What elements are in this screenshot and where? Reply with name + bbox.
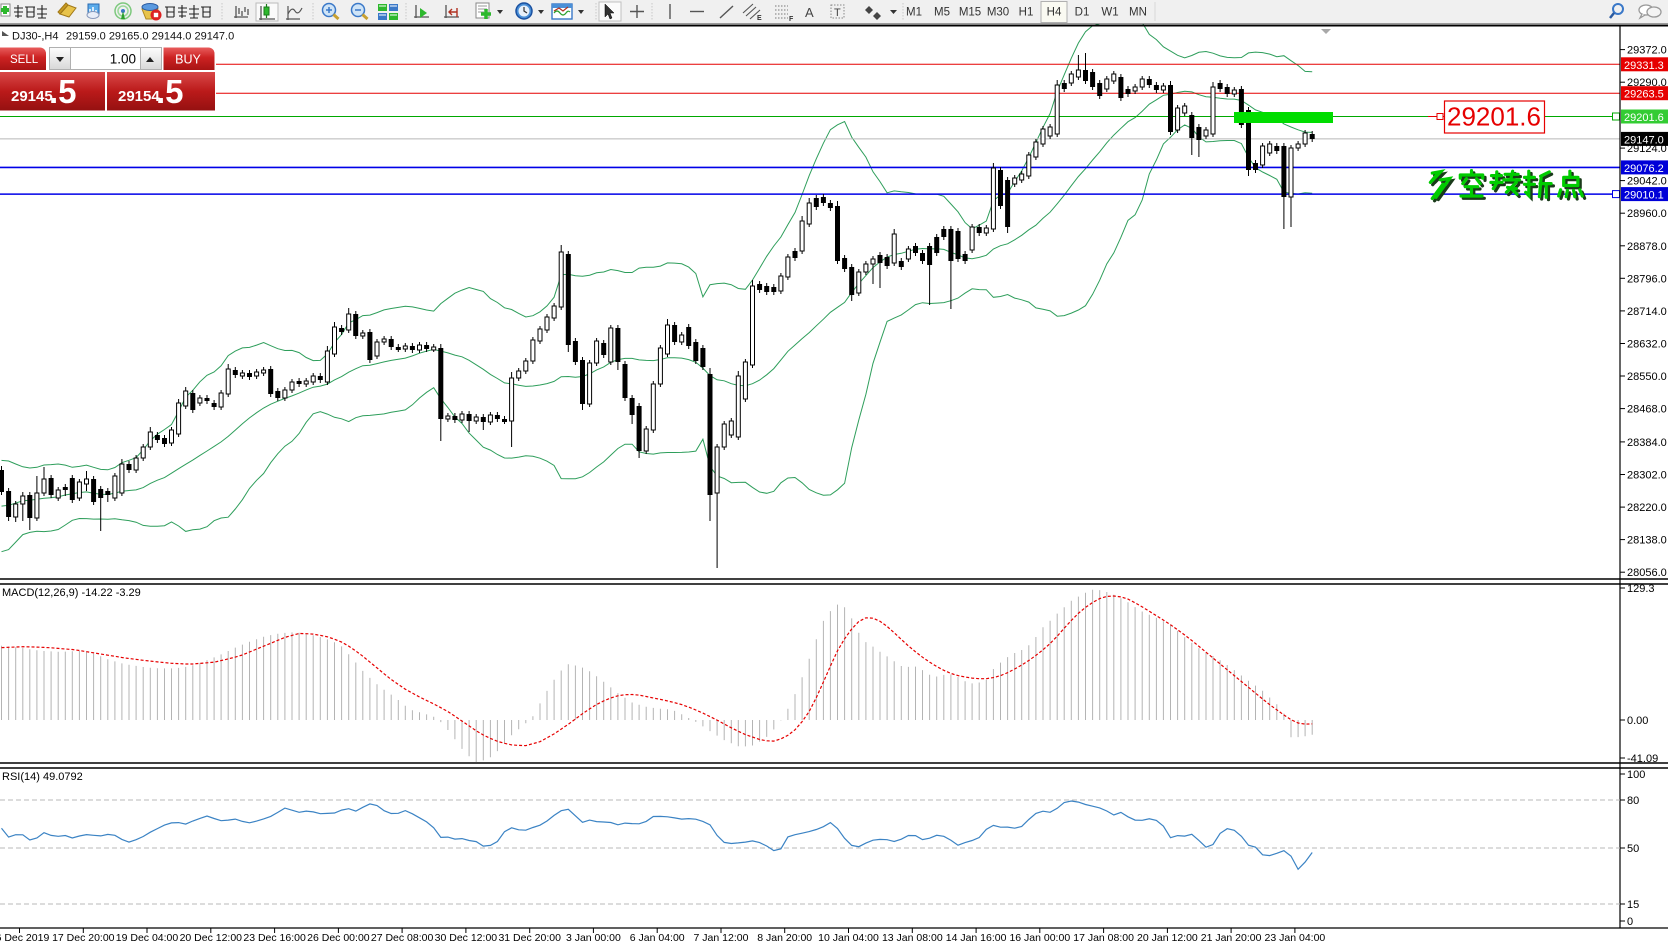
svg-text:29331.3: 29331.3: [1624, 60, 1664, 72]
svg-text:29147.0: 29147.0: [1624, 134, 1664, 146]
svg-text:M1: M1: [906, 7, 922, 19]
svg-text:-41.09: -41.09: [1627, 753, 1658, 765]
svg-text:29154: 29154: [118, 88, 160, 105]
svg-text:A: A: [805, 5, 814, 20]
svg-text:16 Jan 00:00: 16 Jan 00:00: [1009, 932, 1070, 944]
svg-text:.5: .5: [49, 73, 77, 110]
svg-text:28550.0: 28550.0: [1627, 371, 1667, 383]
svg-text:30 Dec 12:00: 30 Dec 12:00: [435, 932, 498, 944]
svg-text:M5: M5: [934, 7, 950, 19]
svg-text:19 Dec 04:00: 19 Dec 04:00: [116, 932, 179, 944]
svg-text:F: F: [789, 16, 794, 23]
svg-text:6 Jan 04:00: 6 Jan 04:00: [630, 932, 685, 944]
svg-text:17 Dec 20:00: 17 Dec 20:00: [52, 932, 115, 944]
svg-text:28468.0: 28468.0: [1627, 404, 1667, 416]
svg-text:SELL: SELL: [10, 54, 39, 66]
svg-text:26 Dec 00:00: 26 Dec 00:00: [307, 932, 370, 944]
svg-text:29042.0: 29042.0: [1627, 176, 1667, 188]
svg-text:28138.0: 28138.0: [1627, 535, 1667, 547]
svg-text:8 Jan 20:00: 8 Jan 20:00: [757, 932, 812, 944]
svg-text:H1: H1: [1019, 7, 1034, 19]
svg-text:E: E: [757, 15, 762, 22]
svg-text:80: 80: [1627, 795, 1639, 807]
svg-text:29010.1: 29010.1: [1624, 190, 1664, 202]
svg-text:28714.0: 28714.0: [1627, 306, 1667, 318]
svg-text:MACD(12,26,9) -14.22 -3.29: MACD(12,26,9) -14.22 -3.29: [2, 587, 141, 599]
svg-text:D1: D1: [1075, 7, 1090, 19]
svg-text:29124.0: 29124.0: [1627, 143, 1667, 155]
svg-text:29201.6: 29201.6: [1624, 112, 1664, 124]
svg-text:M30: M30: [987, 7, 1009, 19]
svg-text:129.3: 129.3: [1627, 583, 1655, 595]
svg-text:W1: W1: [1101, 7, 1118, 19]
svg-text:17 Jan 08:00: 17 Jan 08:00: [1073, 932, 1134, 944]
svg-text:1.00: 1.00: [110, 52, 136, 67]
svg-text:100: 100: [1627, 769, 1645, 781]
svg-text:29263.5: 29263.5: [1624, 89, 1664, 101]
svg-text:50: 50: [1627, 843, 1639, 855]
svg-text:23 Dec 16:00: 23 Dec 16:00: [243, 932, 306, 944]
svg-text:20 Dec 12:00: 20 Dec 12:00: [180, 932, 243, 944]
svg-text:T: T: [834, 7, 841, 19]
svg-text:28960.0: 28960.0: [1627, 208, 1667, 220]
svg-text:28796.0: 28796.0: [1627, 273, 1667, 285]
svg-text:3 Jan 00:00: 3 Jan 00:00: [566, 932, 621, 944]
svg-text:23 Jan 04:00: 23 Jan 04:00: [1265, 932, 1326, 944]
svg-text:DJ30-,H4: DJ30-,H4: [12, 31, 58, 43]
svg-text:RSI(14) 49.0792: RSI(14) 49.0792: [2, 771, 83, 783]
svg-text:MN: MN: [1129, 7, 1147, 19]
svg-text:M15: M15: [959, 7, 981, 19]
svg-text:0.00: 0.00: [1627, 715, 1648, 727]
svg-text:27 Dec 08:00: 27 Dec 08:00: [371, 932, 434, 944]
svg-text:28056.0: 28056.0: [1627, 567, 1667, 579]
svg-text:29145: 29145: [11, 88, 53, 105]
svg-text:20 Jan 12:00: 20 Jan 12:00: [1137, 932, 1198, 944]
svg-text:31 Dec 20:00: 31 Dec 20:00: [498, 932, 561, 944]
svg-text:29159.0 29165.0 29144.0 29147.: 29159.0 29165.0 29144.0 29147.0: [66, 31, 234, 43]
svg-text:29372.0: 29372.0: [1627, 45, 1667, 57]
svg-text:H4: H4: [1047, 7, 1062, 19]
svg-text:13 Jan 08:00: 13 Jan 08:00: [882, 932, 943, 944]
svg-text:29076.2: 29076.2: [1624, 163, 1664, 175]
svg-text:14 Jan 16:00: 14 Jan 16:00: [946, 932, 1007, 944]
svg-text:29201.6: 29201.6: [1447, 102, 1541, 132]
svg-text:0: 0: [1627, 916, 1633, 928]
svg-text:16 Dec 2019: 16 Dec 2019: [0, 932, 49, 944]
svg-text:10 Jan 04:00: 10 Jan 04:00: [818, 932, 879, 944]
svg-text:21 Jan 20:00: 21 Jan 20:00: [1201, 932, 1262, 944]
svg-text:15: 15: [1627, 899, 1639, 911]
svg-text:.5: .5: [156, 73, 184, 110]
svg-text:28632.0: 28632.0: [1627, 339, 1667, 351]
svg-text:BUY: BUY: [175, 53, 201, 67]
svg-text:28384.0: 28384.0: [1627, 437, 1667, 449]
svg-text:7 Jan 12:00: 7 Jan 12:00: [694, 932, 749, 944]
svg-text:28302.0: 28302.0: [1627, 470, 1667, 482]
svg-text:28878.0: 28878.0: [1627, 241, 1667, 253]
svg-text:28220.0: 28220.0: [1627, 502, 1667, 514]
